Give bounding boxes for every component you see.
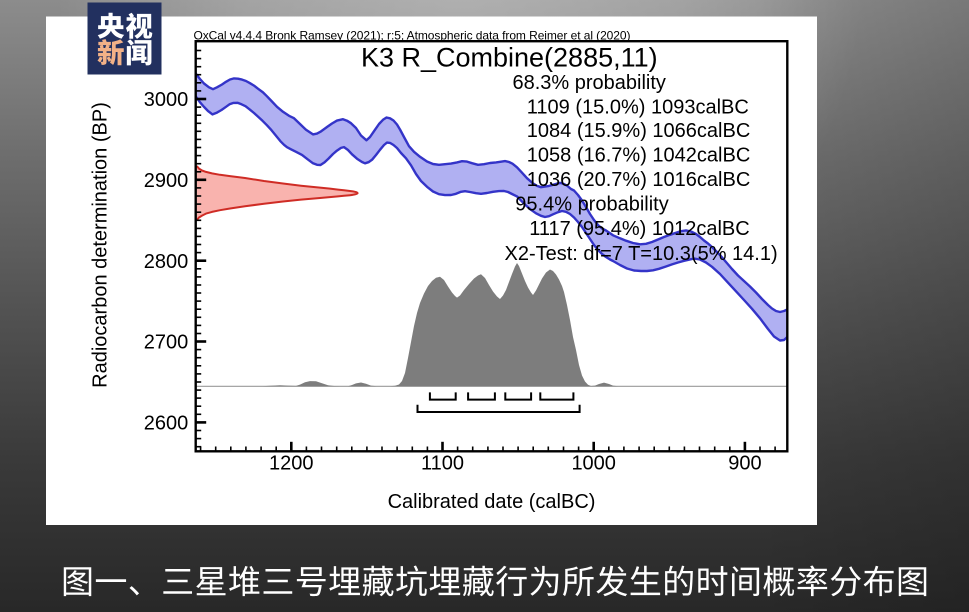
svg-text:K3 R_Combine(2885,11): K3 R_Combine(2885,11)	[361, 43, 658, 73]
svg-text:1036 (20.7%) 1016calBC: 1036 (20.7%) 1016calBC	[527, 169, 750, 191]
svg-text:1117 (95.4%) 1012calBC: 1117 (95.4%) 1012calBC	[529, 218, 750, 240]
svg-text:3000: 3000	[144, 89, 189, 111]
svg-text:1200: 1200	[269, 452, 314, 474]
svg-text:2800: 2800	[144, 251, 189, 273]
svg-text:OxCal v4.4.4 Bronk Ramsey (202: OxCal v4.4.4 Bronk Ramsey (2021); r:5; A…	[194, 29, 631, 43]
svg-text:1109 (15.0%) 1093calBC: 1109 (15.0%) 1093calBC	[527, 96, 749, 118]
svg-text:1100: 1100	[421, 452, 464, 474]
svg-text:Calibrated date (calBC): Calibrated date (calBC)	[388, 491, 596, 513]
svg-text:X2-Test: df=7 T=10.3(5% 14.1): X2-Test: df=7 T=10.3(5% 14.1)	[505, 243, 778, 265]
svg-text:68.3% probability: 68.3% probability	[513, 72, 666, 94]
svg-text:2600: 2600	[144, 413, 189, 435]
svg-text:1084 (15.9%) 1066calBC: 1084 (15.9%) 1066calBC	[527, 120, 750, 142]
svg-text:1058 (16.7%) 1042calBC: 1058 (16.7%) 1042calBC	[527, 145, 750, 167]
svg-text:95.4% probability: 95.4% probability	[515, 194, 668, 216]
svg-text:2700: 2700	[144, 332, 189, 354]
svg-text:1000: 1000	[571, 452, 616, 474]
svg-text:900: 900	[728, 452, 761, 474]
svg-text:Radiocarbon determination (BP): Radiocarbon determination (BP)	[90, 102, 112, 388]
svg-text:2900: 2900	[144, 170, 189, 192]
